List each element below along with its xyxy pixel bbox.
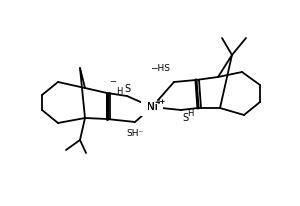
Text: 4+: 4+ [156, 99, 166, 105]
Text: Ni: Ni [147, 102, 158, 112]
Text: H: H [116, 87, 122, 96]
Text: −: − [110, 77, 116, 87]
Text: −HS: −HS [150, 63, 170, 73]
Text: SH⁻: SH⁻ [126, 129, 144, 137]
Text: H: H [187, 109, 193, 117]
FancyBboxPatch shape [141, 100, 163, 116]
Text: S: S [124, 84, 130, 94]
Text: Ni: Ni [147, 102, 158, 112]
Text: S: S [182, 113, 188, 123]
Text: 4+: 4+ [156, 99, 166, 105]
